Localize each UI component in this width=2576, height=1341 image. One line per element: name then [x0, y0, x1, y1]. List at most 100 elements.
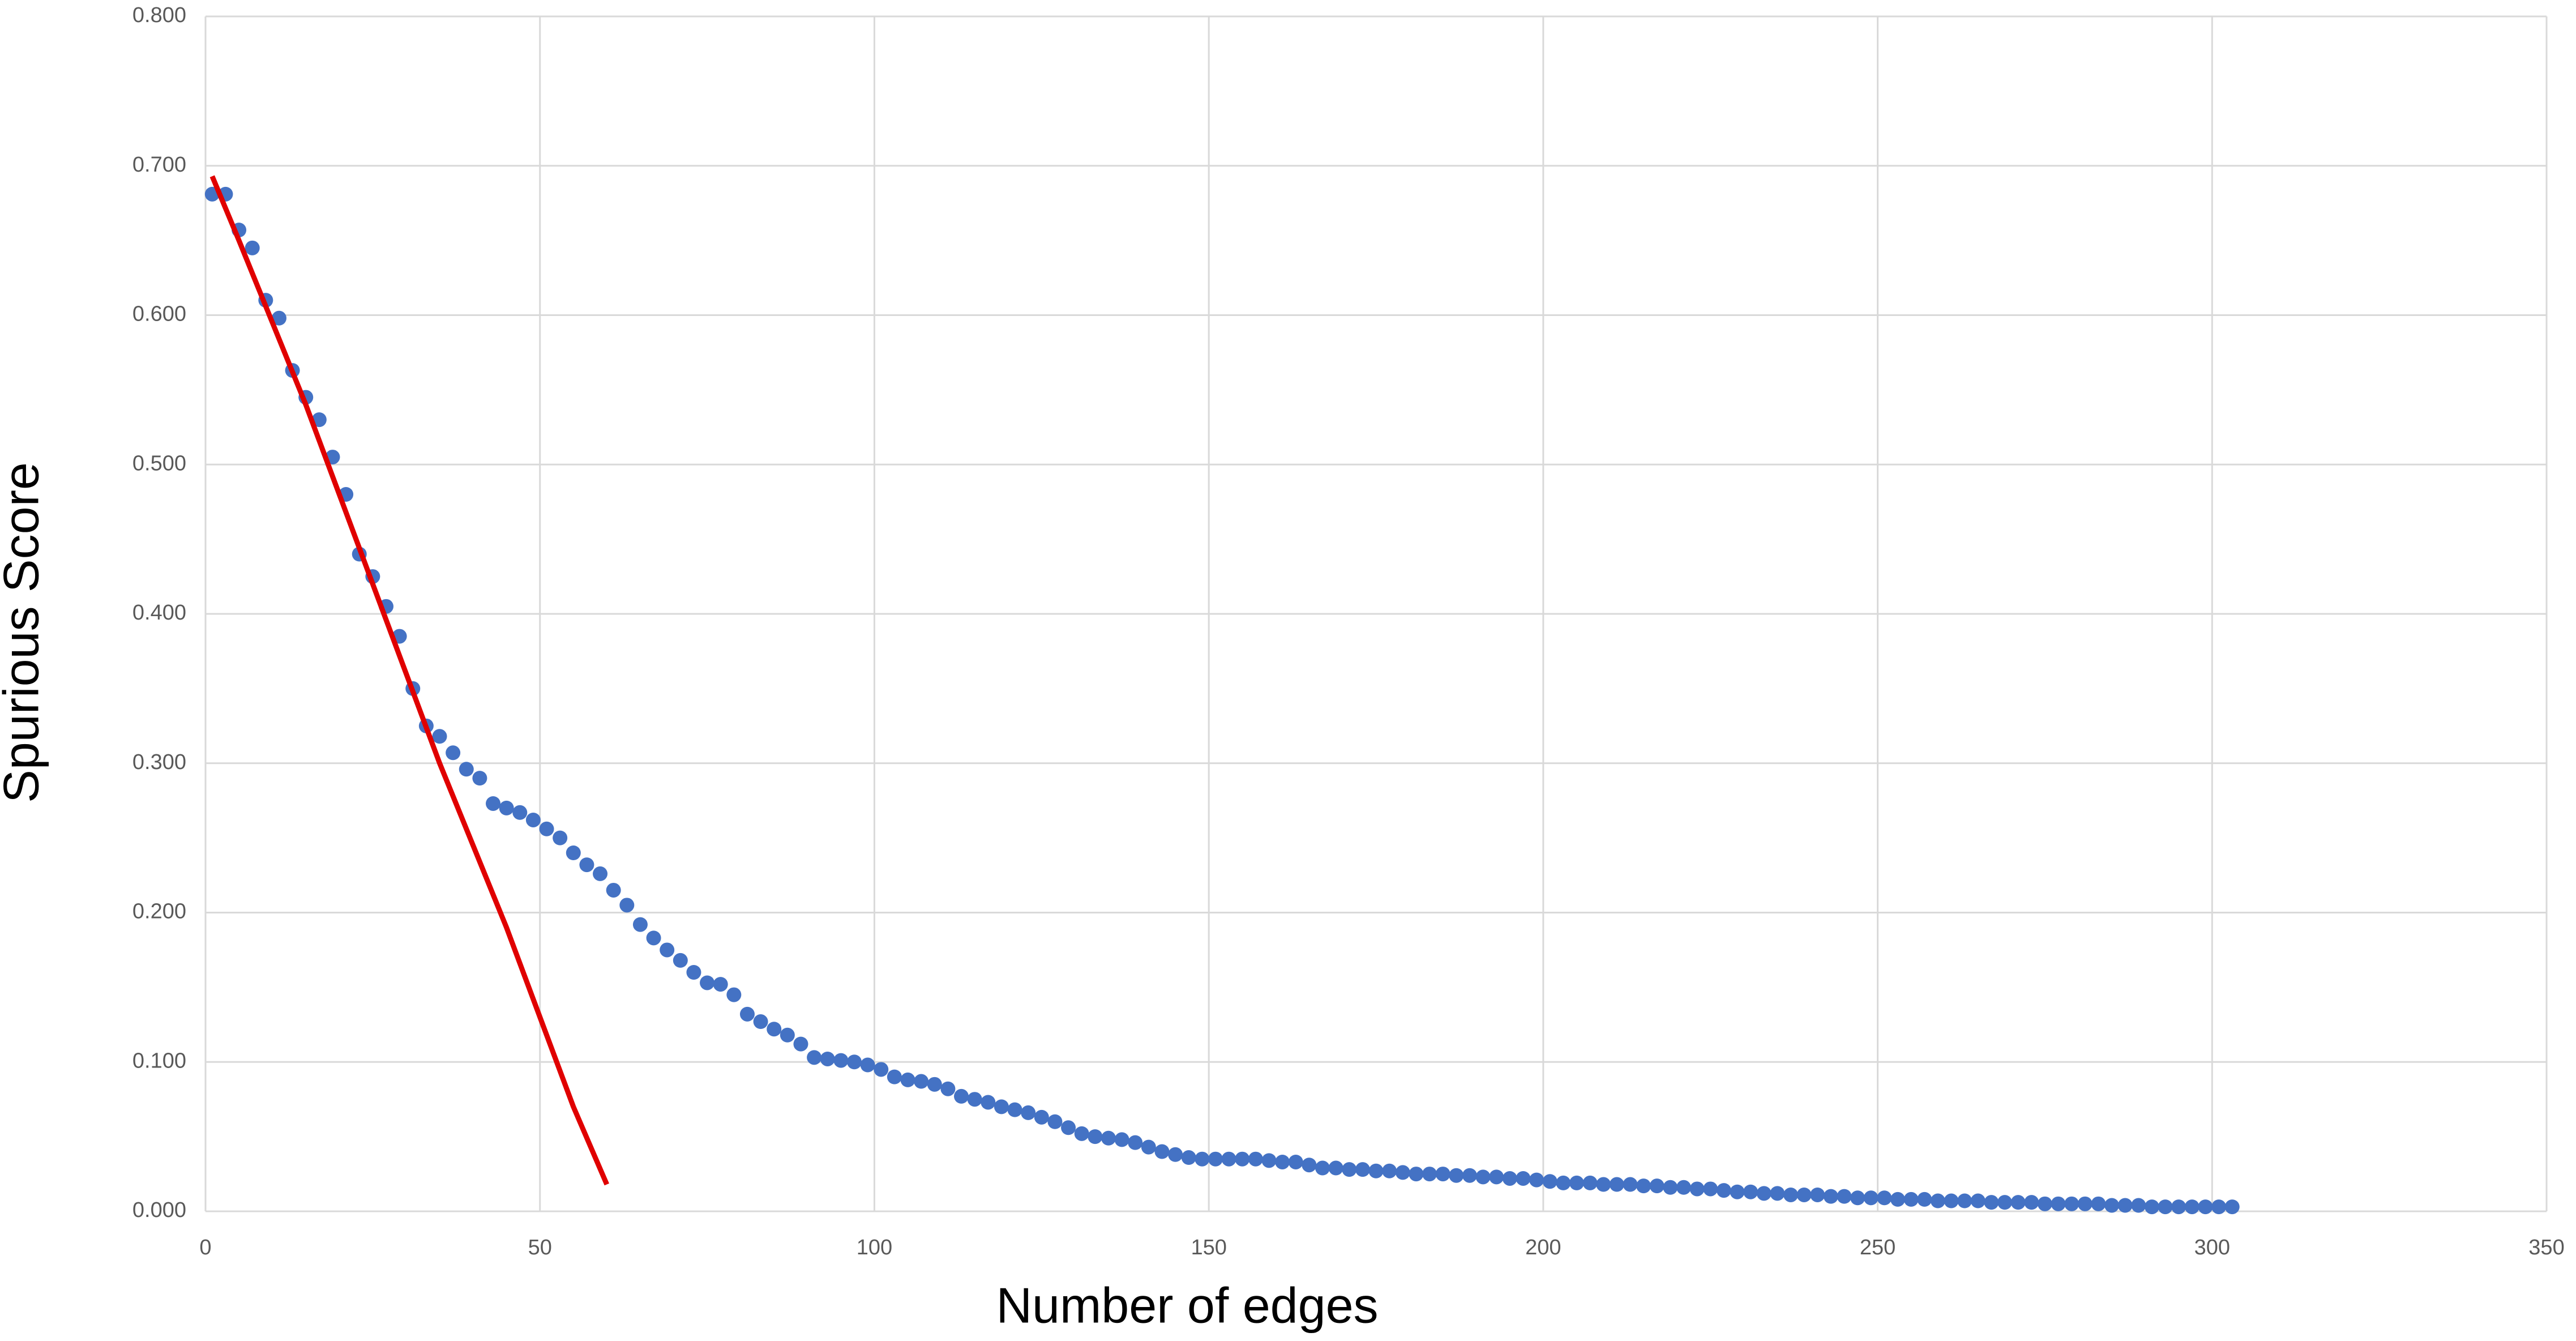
data-point [1368, 1163, 1384, 1178]
y-tick-label: 0.300 [132, 750, 186, 774]
data-point [1181, 1150, 1196, 1165]
data-point [686, 965, 701, 980]
data-point [1796, 1187, 1812, 1202]
data-point [1128, 1135, 1143, 1150]
data-point [1596, 1177, 1611, 1192]
data-point [793, 1036, 808, 1052]
data-point [1261, 1153, 1277, 1168]
data-point [1074, 1126, 1089, 1141]
data-point [1021, 1105, 1036, 1120]
data-point [1944, 1193, 1959, 1208]
data-point [914, 1074, 929, 1089]
data-point [1449, 1168, 1464, 1183]
data-point [619, 898, 635, 913]
data-point [807, 1050, 822, 1065]
data-point [846, 1054, 862, 1070]
data-point [954, 1088, 969, 1104]
data-point [459, 762, 474, 777]
data-point [1730, 1184, 1745, 1199]
data-point [1770, 1186, 1785, 1201]
data-point [646, 930, 661, 946]
data-point [833, 1053, 849, 1068]
data-point [1957, 1193, 1972, 1208]
data-point [1328, 1160, 1343, 1176]
data-point [1649, 1178, 1664, 1194]
data-point [1609, 1177, 1624, 1192]
x-tick-label: 100 [857, 1236, 892, 1259]
data-point [2144, 1199, 2159, 1215]
x-tick-label: 350 [2528, 1236, 2564, 1259]
data-point [2158, 1199, 2173, 1215]
data-point [874, 1062, 889, 1077]
data-point [1997, 1195, 2013, 1210]
data-point [512, 805, 528, 820]
data-point [1475, 1169, 1491, 1185]
data-point [2198, 1199, 2213, 1215]
data-point [1154, 1144, 1170, 1159]
data-point [753, 1014, 768, 1030]
data-point [472, 771, 487, 786]
data-point [486, 796, 501, 811]
data-point [2104, 1198, 2120, 1213]
data-point [1516, 1171, 1531, 1186]
y-tick-label: 0.400 [132, 601, 186, 625]
data-point [739, 1006, 755, 1022]
data-point [767, 1022, 782, 1037]
data-point [1195, 1151, 1210, 1167]
data-point [1141, 1139, 1156, 1155]
data-point [499, 800, 514, 815]
data-point [1489, 1169, 1504, 1185]
data-point [2224, 1199, 2240, 1215]
data-point [593, 866, 608, 881]
data-point [1061, 1120, 1076, 1135]
data-point [1088, 1129, 1103, 1144]
data-point [2037, 1196, 2052, 1211]
data-point [1623, 1177, 1638, 1192]
data-point [1168, 1147, 1183, 1162]
data-point [1529, 1172, 1544, 1188]
data-point [1783, 1187, 1798, 1202]
data-point [1850, 1190, 1865, 1206]
y-axis-title: Spurious Score [0, 462, 49, 803]
data-point [566, 845, 581, 860]
data-point [446, 745, 461, 761]
data-point [1837, 1189, 1852, 1204]
data-point [1716, 1183, 1731, 1198]
data-point [1355, 1162, 1370, 1177]
data-point [1302, 1158, 1317, 1173]
x-tick-label: 200 [1525, 1236, 1561, 1259]
data-point [245, 240, 260, 255]
y-tick-label: 0.100 [132, 1049, 186, 1073]
data-point [780, 1027, 795, 1043]
data-point [2091, 1196, 2106, 1211]
data-point [1743, 1184, 1758, 1199]
x-tick-label: 0 [199, 1236, 211, 1259]
x-tick-label: 50 [528, 1236, 552, 1259]
data-point [1502, 1171, 1517, 1186]
data-point [1435, 1167, 1450, 1182]
data-point [1288, 1154, 1303, 1169]
data-point [1382, 1163, 1397, 1178]
data-point [271, 310, 286, 326]
data-point [1208, 1151, 1223, 1167]
data-point [1235, 1151, 1250, 1167]
data-point [1569, 1175, 1584, 1190]
data-point [981, 1095, 996, 1110]
data-point [1756, 1186, 1771, 1201]
data-point [1422, 1167, 1437, 1182]
data-point [1582, 1175, 1598, 1190]
data-point [673, 953, 688, 968]
data-point [1689, 1181, 1705, 1197]
x-tick-label: 150 [1191, 1236, 1226, 1259]
data-point [1984, 1195, 1999, 1210]
data-point [1409, 1167, 1424, 1182]
data-point [1970, 1193, 1986, 1208]
data-point [887, 1069, 902, 1084]
y-tick-label: 0.600 [132, 302, 186, 326]
x-tick-label: 250 [1860, 1236, 1895, 1259]
data-point [1863, 1190, 1878, 1206]
data-point [900, 1072, 915, 1087]
data-point [2184, 1199, 2200, 1215]
